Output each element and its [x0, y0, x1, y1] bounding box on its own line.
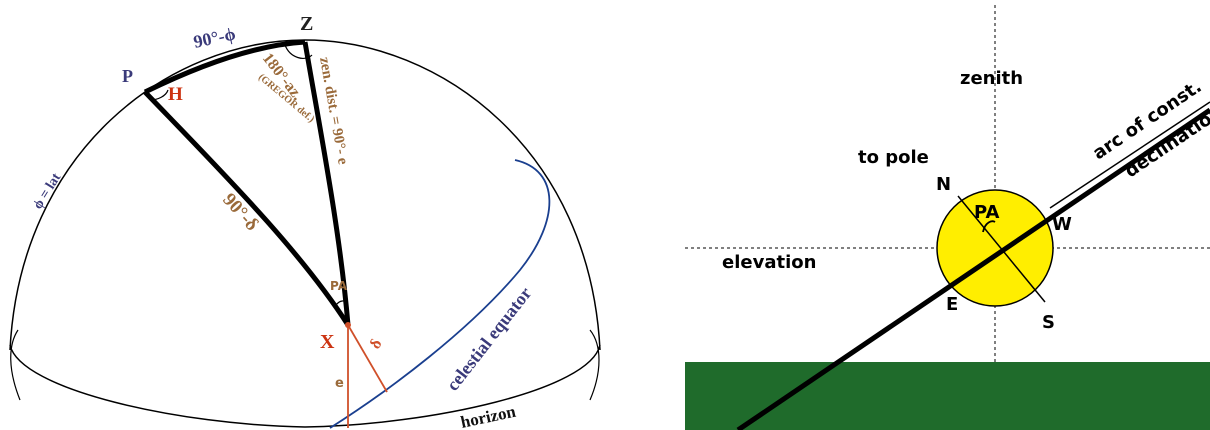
label: S [1042, 312, 1055, 333]
label: Z [300, 13, 313, 35]
object-point [345, 322, 351, 328]
label: H [168, 84, 183, 105]
angle-pa [335, 300, 348, 306]
dome [9, 39, 601, 351]
horizon-tick [589, 329, 600, 401]
declination-arc-edge [1049, 101, 1210, 209]
angle-h [149, 89, 169, 101]
declination-line [347, 324, 388, 393]
horizon-tick [10, 329, 21, 401]
celestial-sphere [9, 39, 601, 429]
label: horizon [459, 402, 518, 430]
label: e [335, 376, 344, 391]
label: zen. dist. = 90°- e [316, 56, 351, 166]
arc-px [143, 90, 351, 327]
label: N [936, 174, 951, 195]
label: elevation [722, 252, 816, 273]
label: δ [367, 336, 386, 352]
sky-view [685, 5, 1210, 430]
arc-zx [302, 41, 351, 326]
label: PA [330, 279, 348, 293]
arc-pz [143, 39, 306, 95]
label: celestial equator [442, 283, 535, 394]
label: P [122, 66, 133, 86]
label: PA [974, 202, 1000, 223]
label: E [946, 294, 958, 315]
label: zenith [960, 68, 1023, 89]
label: to pole [858, 147, 929, 168]
label: 90°-ϕ [192, 24, 238, 52]
angle-az [284, 44, 313, 59]
equator-line [329, 159, 551, 429]
label: W [1052, 214, 1072, 235]
label: X [320, 331, 335, 353]
declination-arc [736, 107, 1210, 430]
horizon-line [9, 344, 601, 428]
ground [685, 362, 1210, 430]
north-south-line [957, 195, 1046, 303]
angle-pa [982, 220, 996, 233]
